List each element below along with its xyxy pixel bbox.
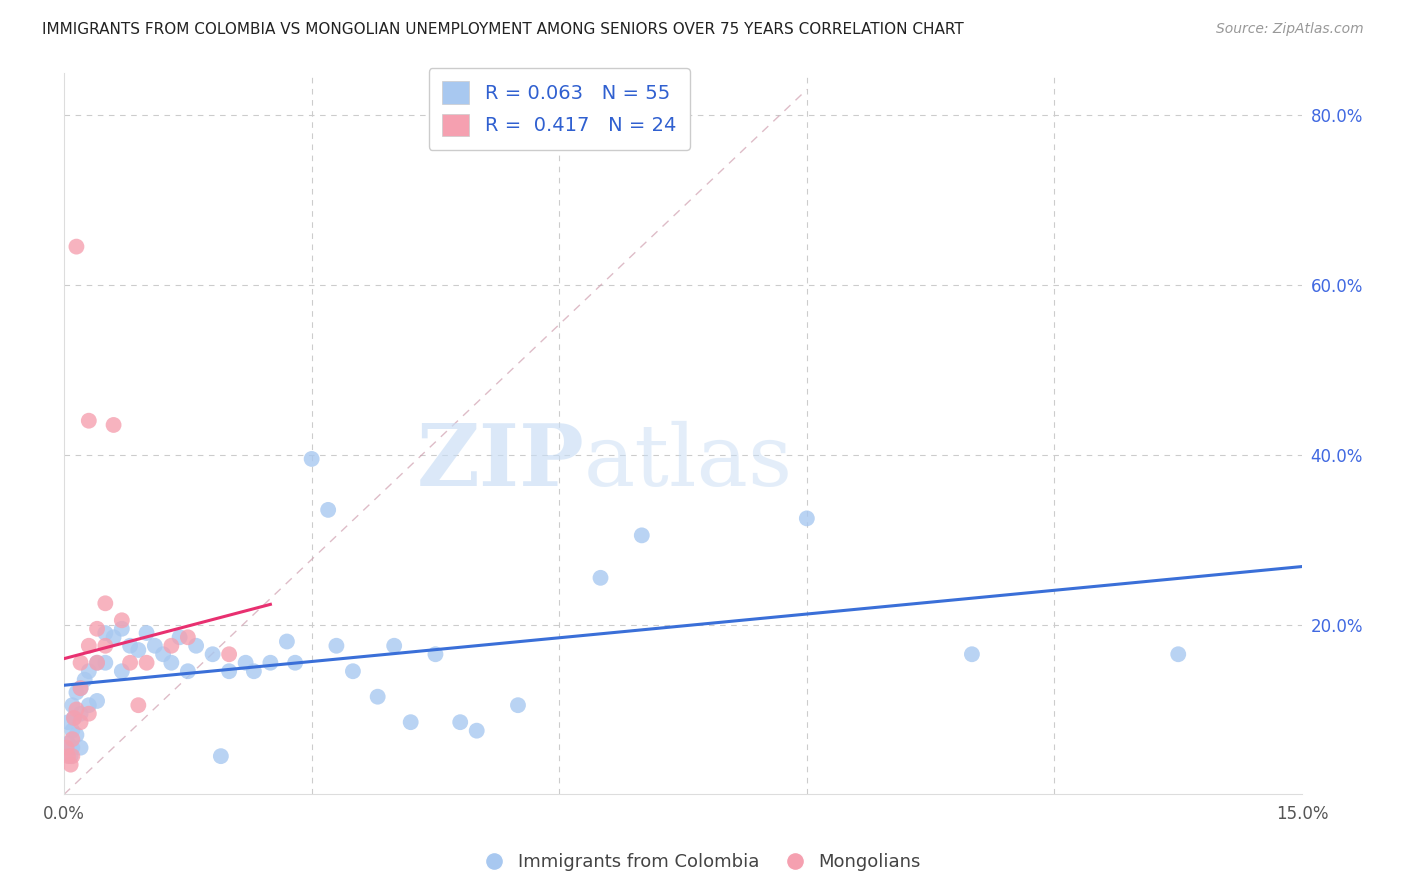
Legend: Immigrants from Colombia, Mongolians: Immigrants from Colombia, Mongolians bbox=[478, 847, 928, 879]
Point bbox=[169, 630, 191, 644]
Point bbox=[201, 647, 224, 661]
Point bbox=[1167, 647, 1189, 661]
Point bbox=[94, 626, 117, 640]
Point bbox=[135, 626, 157, 640]
Point bbox=[960, 647, 983, 661]
Point bbox=[60, 723, 83, 738]
Point bbox=[316, 503, 339, 517]
Point bbox=[103, 630, 125, 644]
Text: ZIP: ZIP bbox=[416, 420, 583, 504]
Point bbox=[56, 715, 79, 730]
Point bbox=[382, 639, 405, 653]
Point bbox=[94, 639, 117, 653]
Point bbox=[63, 711, 86, 725]
Point bbox=[506, 698, 529, 713]
Point bbox=[120, 656, 142, 670]
Point bbox=[73, 673, 96, 687]
Point bbox=[69, 706, 91, 721]
Point bbox=[143, 639, 166, 653]
Point bbox=[86, 694, 108, 708]
Point bbox=[69, 681, 91, 696]
Point bbox=[796, 511, 818, 525]
Point bbox=[86, 656, 108, 670]
Point bbox=[135, 656, 157, 670]
Point bbox=[399, 715, 422, 730]
Point bbox=[630, 528, 652, 542]
Point bbox=[69, 740, 91, 755]
Point bbox=[55, 740, 77, 755]
Point bbox=[111, 665, 134, 679]
Text: Source: ZipAtlas.com: Source: ZipAtlas.com bbox=[1216, 22, 1364, 37]
Point bbox=[284, 656, 307, 670]
Point bbox=[111, 622, 134, 636]
Point bbox=[342, 665, 364, 679]
Point bbox=[152, 647, 174, 661]
Point bbox=[120, 639, 142, 653]
Point bbox=[69, 656, 91, 670]
Point bbox=[177, 665, 200, 679]
Point bbox=[60, 749, 83, 764]
Point bbox=[60, 740, 83, 755]
Point bbox=[77, 706, 100, 721]
Point bbox=[77, 639, 100, 653]
Legend: R = 0.063   N = 55, R =  0.417   N = 24: R = 0.063 N = 55, R = 0.417 N = 24 bbox=[429, 68, 690, 150]
Point bbox=[425, 647, 447, 661]
Point bbox=[243, 665, 266, 679]
Point bbox=[65, 239, 87, 253]
Point bbox=[276, 634, 298, 648]
Point bbox=[218, 647, 240, 661]
Point bbox=[69, 715, 91, 730]
Point bbox=[589, 571, 612, 585]
Point bbox=[56, 749, 79, 764]
Point bbox=[59, 757, 82, 772]
Point bbox=[103, 417, 125, 432]
Point bbox=[111, 613, 134, 627]
Point bbox=[184, 639, 207, 653]
Point bbox=[65, 685, 87, 699]
Point bbox=[77, 698, 100, 713]
Point bbox=[465, 723, 488, 738]
Point bbox=[301, 451, 323, 466]
Point bbox=[69, 681, 91, 696]
Point bbox=[449, 715, 471, 730]
Point bbox=[60, 698, 83, 713]
Point bbox=[367, 690, 389, 704]
Point bbox=[86, 656, 108, 670]
Point bbox=[127, 643, 149, 657]
Point bbox=[77, 665, 100, 679]
Point bbox=[56, 736, 79, 750]
Point bbox=[86, 622, 108, 636]
Point bbox=[59, 749, 82, 764]
Point bbox=[94, 596, 117, 610]
Point bbox=[65, 728, 87, 742]
Text: IMMIGRANTS FROM COLOMBIA VS MONGOLIAN UNEMPLOYMENT AMONG SENIORS OVER 75 YEARS C: IMMIGRANTS FROM COLOMBIA VS MONGOLIAN UN… bbox=[42, 22, 965, 37]
Point bbox=[177, 630, 200, 644]
Point bbox=[63, 711, 86, 725]
Point bbox=[218, 665, 240, 679]
Point bbox=[259, 656, 281, 670]
Text: atlas: atlas bbox=[583, 421, 793, 504]
Point bbox=[60, 732, 83, 747]
Point bbox=[94, 656, 117, 670]
Point bbox=[127, 698, 149, 713]
Point bbox=[209, 749, 232, 764]
Point bbox=[325, 639, 347, 653]
Point bbox=[160, 656, 183, 670]
Point bbox=[160, 639, 183, 653]
Point bbox=[235, 656, 257, 670]
Point bbox=[77, 414, 100, 428]
Point bbox=[65, 702, 87, 716]
